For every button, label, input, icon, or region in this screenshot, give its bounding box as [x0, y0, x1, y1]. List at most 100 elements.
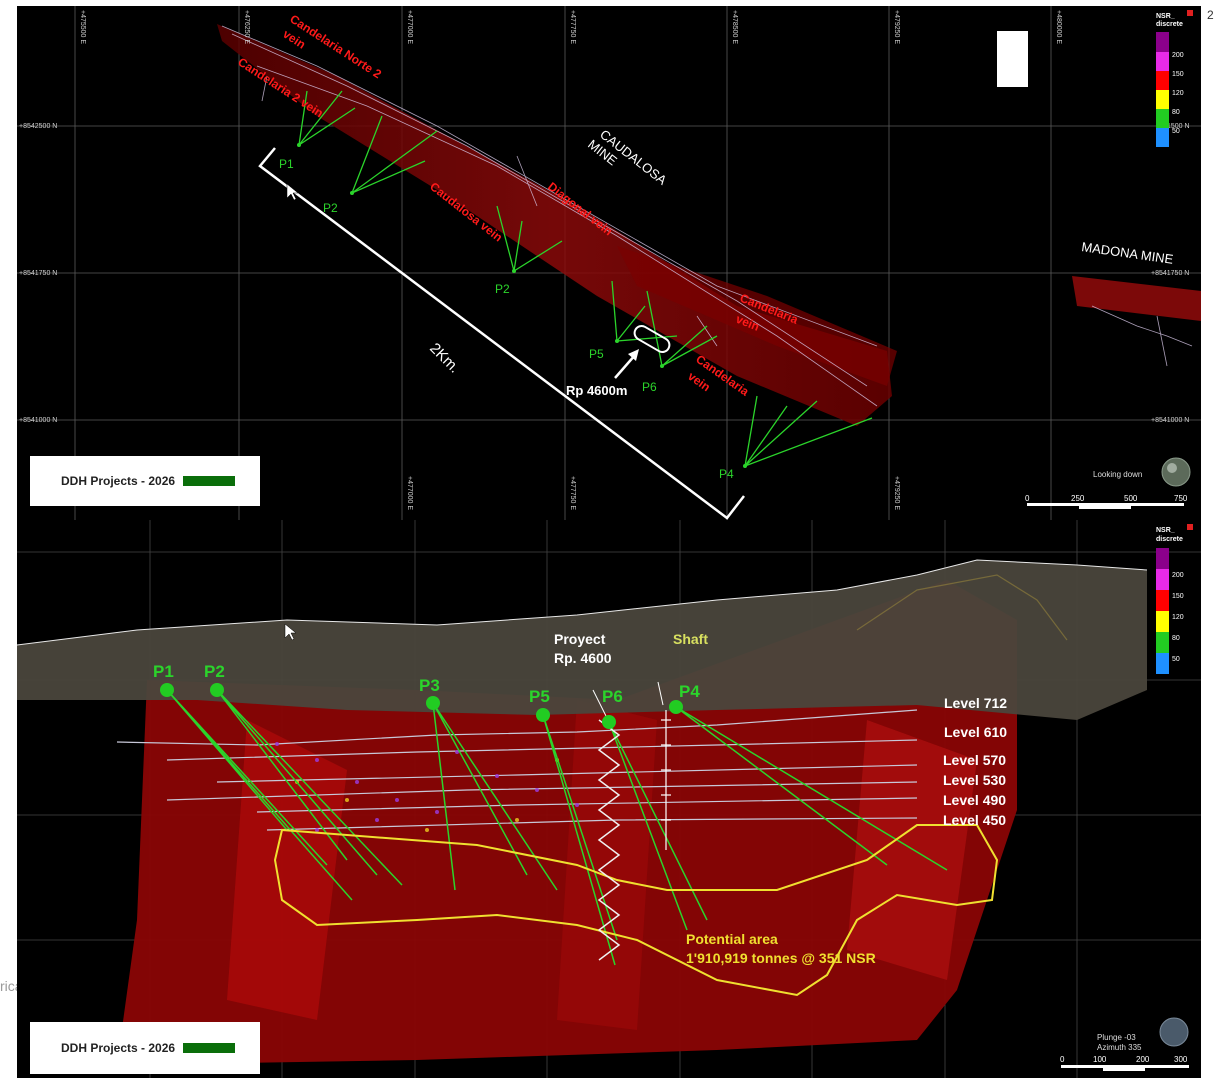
shaft	[657, 681, 671, 850]
northing-tick-right: +8541750 N	[1151, 270, 1189, 277]
easting-tick: +477750 E	[569, 10, 576, 44]
level-label: Level 570	[943, 752, 1006, 768]
easting-tick: +479250 E	[893, 10, 900, 44]
nsr-legend-title: NSR_	[1156, 13, 1175, 20]
close-icon[interactable]	[1187, 524, 1193, 530]
close-icon[interactable]	[1187, 10, 1193, 16]
section-drill-label-p2: P2	[204, 662, 225, 681]
plan-view-map: +475500 E +476250 E +477000 E +477750 E …	[17, 6, 1201, 520]
project-label-ramp: Rp. 4600	[554, 650, 612, 666]
mine-label-madona: MADONA MINE	[1081, 239, 1175, 267]
section-view-panel: P1 P2 P3 P5 P6 P4 Proyect Rp. 4600 Shaft…	[17, 520, 1201, 1078]
easting-tick: +475500 E	[79, 10, 86, 44]
drill-label-p4: P4	[719, 467, 734, 481]
easting-tick: +476250 E	[243, 10, 250, 44]
easting-tick-bottom: +479250 E	[893, 476, 900, 510]
section-drill-labels: P1 P2 P3 P5 P6 P4	[153, 662, 700, 706]
compass-globe-icon	[1161, 457, 1191, 487]
mouse-cursor-icon	[286, 183, 299, 201]
scale-tick: 0	[1025, 494, 1030, 503]
section-drill-label-p4: P4	[679, 682, 700, 701]
level-workings	[116, 709, 918, 831]
nsr-legend-value: 50	[1172, 128, 1180, 135]
ddh-legend-label: DDH Projects - 2026	[61, 474, 176, 488]
underground-workings	[221, 25, 1193, 407]
plan-scalebar: 0 250 500 750	[1025, 494, 1188, 509]
easting-tick: +480000 E	[1055, 10, 1062, 44]
section-drill-label-p1: P1	[153, 662, 174, 681]
view-direction-label: Looking down	[1093, 470, 1142, 479]
scale-tick: 500	[1124, 494, 1138, 503]
scale-tick: 200	[1136, 1055, 1150, 1064]
ddh-legend-label: DDH Projects - 2026	[61, 1041, 176, 1055]
scale-tick: 250	[1071, 494, 1085, 503]
nsr-legend-title: NSR_	[1156, 527, 1175, 534]
project-leader-line	[592, 689, 608, 719]
ddh-legend-section: DDH Projects - 2026	[30, 1022, 260, 1074]
section-view-map: P1 P2 P3 P5 P6 P4 Proyect Rp. 4600 Shaft…	[17, 520, 1201, 1078]
level-label: Level 490	[943, 792, 1006, 808]
ramp-icon	[633, 325, 671, 353]
level-label: Level 450	[943, 812, 1006, 828]
drill-traces-plan	[298, 90, 873, 467]
white-marker-box	[997, 31, 1028, 87]
easting-tick: +478500 E	[731, 10, 738, 44]
topography-line	[17, 559, 1148, 646]
topography-surface	[17, 560, 1147, 720]
potential-area-outline	[273, 824, 999, 997]
orientation-globe-icon	[1159, 1017, 1189, 1047]
nsr-legend-value: 120	[1172, 90, 1184, 97]
nsr-legend-plan: NSR_ discrete 200 150 120 80 50	[1156, 10, 1193, 147]
page-number: 2	[1207, 8, 1214, 22]
drill-traces-section	[166, 689, 948, 966]
easting-tick: +477000 E	[406, 10, 413, 44]
vein-bodies	[217, 24, 1201, 426]
drill-label-p2: P2	[323, 201, 338, 215]
level-label: Level 610	[944, 724, 1007, 740]
plan-drill-labels: P1 P2 P2 P5 P6 P4	[279, 157, 734, 481]
nsr-legend-subtitle: discrete	[1156, 536, 1183, 543]
drill-label-p2b: P2	[495, 282, 510, 296]
mine-labels: CAUDALOSA MINE MADONA MINE	[585, 127, 1174, 267]
nsr-legend-value: 50	[1172, 656, 1180, 663]
level-label: Level 530	[943, 772, 1006, 788]
mouse-cursor-icon	[284, 623, 297, 641]
scale-tick: 0	[1060, 1055, 1065, 1064]
nsr-legend-value: 200	[1172, 52, 1184, 59]
potential-area-tonnage: 1'910,919 tonnes @ 351 NSR	[686, 950, 876, 966]
nsr-legend-value: 150	[1172, 71, 1184, 78]
drill-label-p1: P1	[279, 157, 294, 171]
drill-collars-plan	[297, 143, 747, 468]
drill-collars-section	[160, 683, 683, 729]
potential-area-title: Potential area	[686, 931, 778, 947]
section-drill-label-p5: P5	[529, 687, 550, 706]
nsr-legend-section: NSR_ discrete 200 150 120 80 50	[1156, 524, 1193, 674]
azimuth-label: Azimuth 335	[1097, 1043, 1142, 1052]
nsr-legend-value: 120	[1172, 614, 1184, 621]
ddh-legend-swatch	[183, 476, 236, 486]
scale-tick: 750	[1174, 494, 1188, 503]
section-drill-label-p3: P3	[419, 676, 440, 695]
section-drill-label-p6: P6	[602, 687, 623, 706]
ramp-arrow-icon	[614, 353, 637, 379]
project-label: Proyect	[554, 631, 606, 647]
level-label: Level 712	[944, 695, 1007, 711]
ramp-spiral	[597, 719, 621, 961]
plunge-label: Plunge -03	[1097, 1033, 1136, 1042]
nsr-legend-value: 80	[1172, 635, 1180, 642]
section-scalebar: 0 100 200 300	[1060, 1055, 1189, 1071]
drill-label-p6: P6	[642, 380, 657, 394]
plan-view-panel: +475500 E +476250 E +477000 E +477750 E …	[17, 6, 1201, 520]
distance-label: 2Km.	[426, 340, 463, 377]
plan-tick-labels: +475500 E +476250 E +477000 E +477750 E …	[19, 10, 1190, 510]
northing-tick-right: +8541000 N	[1151, 417, 1189, 424]
ddh-legend-swatch	[183, 1043, 236, 1053]
nsr-legend-value: 80	[1172, 109, 1180, 116]
nsr-legend-value: 200	[1172, 572, 1184, 579]
scale-tick: 100	[1093, 1055, 1107, 1064]
ddh-legend-plan: DDH Projects - 2026	[30, 456, 260, 506]
easting-tick-bottom: +477000 E	[406, 476, 413, 510]
shaft-label: Shaft	[673, 631, 708, 647]
northing-tick: +8541750 N	[19, 270, 57, 277]
nsr-legend-subtitle: discrete	[1156, 21, 1183, 28]
